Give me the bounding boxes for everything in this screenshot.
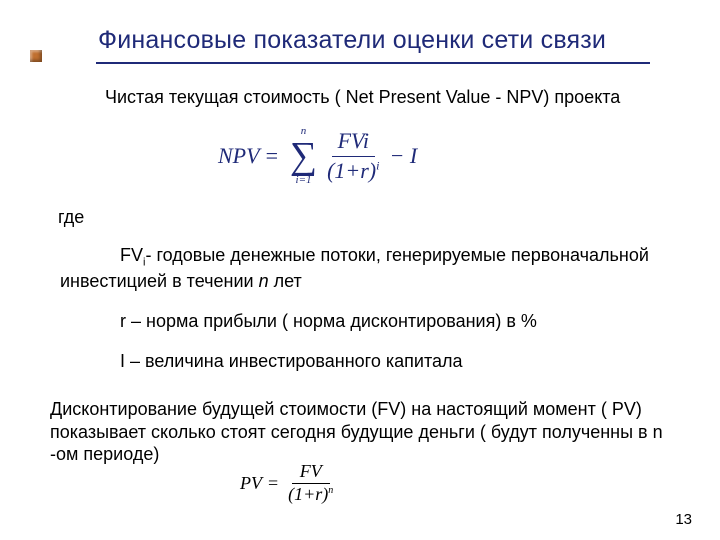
discount-text: Дисконтирование будущей стоимости (FV) н… [50,398,684,466]
npv-lhs: NPV [218,143,260,169]
pv-den-exp: n [328,485,333,496]
npv-fraction: FVi (1+r)i [327,129,379,182]
frac-den: (1+r)i [327,157,379,183]
den-exp: i [376,158,379,172]
page-number: 13 [675,511,692,528]
fvi-tail: лет [269,271,302,291]
def-r-text: r – норма прибыли ( норма дисконтировани… [60,310,690,333]
title-bullet [30,50,42,62]
pv-den-base: (1+r) [288,484,328,504]
pv-fraction: FV (1+r)n [288,462,333,505]
eq-sign: = [266,143,278,169]
def-I-text: I – величина инвестированного капитала [60,350,690,373]
den-base: (1+r) [327,158,376,183]
npv-tail: − I [389,143,417,169]
title-underline [96,62,650,64]
fvi-text: - годовые денежные потоки, генерируемые … [60,245,649,291]
pv-eq: = [268,473,278,494]
sum-lower: i=1 [296,175,312,186]
sigma-block: n ∑ i=1 [290,126,317,186]
slide-title: Финансовые показатели оценки сети связи [98,26,680,55]
def-r: r – норма прибыли ( норма дисконтировани… [60,310,690,333]
intro-text: Чистая текущая стоимость ( Net Present V… [105,86,690,109]
pv-num: FV [292,462,330,484]
def-I: I – величина инвестированного капитала [60,350,690,373]
title-wrap: Финансовые показатели оценки сети связи [0,0,720,55]
fvi-sym: FV [120,245,143,265]
fvi-n: n [259,271,269,291]
where-label: где [58,206,84,229]
npv-formula: NPV = n ∑ i=1 FVi (1+r)i − I [218,126,417,186]
pv-den: (1+r)n [288,484,333,505]
pv-lhs: PV [240,473,262,494]
sigma-icon: ∑ [290,137,317,175]
def-fvi: FVi- годовые денежные потоки, генерируем… [60,244,690,293]
frac-num: FVi [332,129,375,156]
pv-formula: PV = FV (1+r)n [240,462,337,505]
